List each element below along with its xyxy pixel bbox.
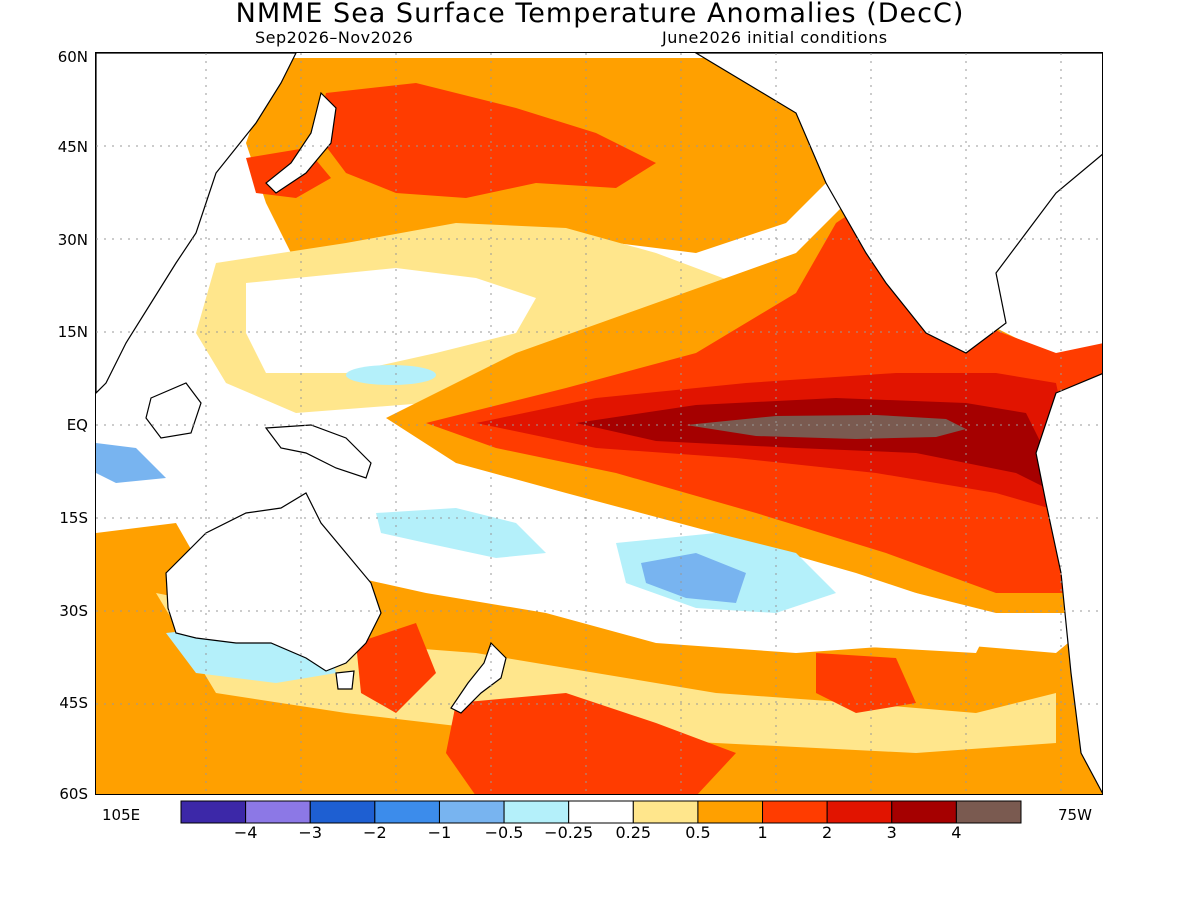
lat-label-15n: 15N	[57, 323, 88, 341]
south-pacific-cool-core	[641, 553, 746, 603]
north-america-landmass	[694, 53, 1102, 354]
north-pacific-hot-zone	[316, 83, 656, 198]
colorbar-tick-label: −0.5	[484, 823, 524, 842]
indian-ocean-cool-patch	[96, 443, 166, 483]
colorbar-tick-label: −0.25	[544, 823, 594, 842]
colorbar-swatch	[891, 800, 957, 824]
colorbar-swatch	[762, 800, 828, 824]
colorbar-swatch	[955, 800, 1022, 824]
colorbar-swatch	[568, 800, 634, 824]
colorbar-swatch	[374, 800, 440, 824]
colorbar-swatch	[180, 800, 247, 824]
colorbar-swatch	[503, 800, 570, 824]
southern-ocean-light-warm-zone	[156, 593, 1056, 753]
colorbar-swatch	[245, 800, 311, 824]
colorbar-tick-label: −4	[233, 823, 258, 842]
colorbar-swatch	[309, 800, 376, 824]
asia-landmass	[96, 53, 297, 394]
lat-label-45s: 45S	[59, 694, 88, 712]
nino-extreme-core	[686, 415, 966, 439]
colorbar-tick-label: 0.5	[685, 823, 711, 842]
colorbar-tick-label: −1	[427, 823, 452, 842]
south-pacific-cool-patch-1	[376, 508, 546, 558]
forecast-period: Sep2026–Nov2026	[255, 28, 414, 47]
colorbar-tick-label: 3	[886, 823, 897, 842]
southeast-pacific-hot-zone	[816, 653, 916, 713]
colorbar-swatch	[697, 800, 764, 824]
lat-label-60s: 60S	[59, 785, 88, 803]
lat-label-30s: 30S	[59, 602, 88, 620]
map-canvas	[96, 53, 1102, 794]
japan-landmass	[265, 91, 337, 194]
south-america-landmass	[1035, 373, 1102, 794]
colorbar-tick-label: −3	[298, 823, 323, 842]
colorbar-swatch	[438, 800, 505, 824]
colorbar-tick-label: 4	[951, 823, 962, 842]
graticule	[96, 53, 1102, 794]
colorbar-swatch	[632, 800, 699, 824]
lat-label-eq: EQ	[66, 416, 88, 434]
colorbar-tick-label: 0.25	[615, 823, 652, 842]
lon-label-75w: 75W	[1058, 806, 1092, 824]
lat-label-15s: 15S	[59, 509, 88, 527]
western-pacific-cool-patch	[346, 365, 436, 385]
australia-landmass	[165, 492, 382, 672]
lat-label-45n: 45N	[57, 138, 88, 156]
colorbar-tick-label: 1	[757, 823, 768, 842]
colorbar-tick-label: 2	[822, 823, 833, 842]
colorbar	[180, 800, 1022, 824]
borneo-landmass	[145, 382, 202, 439]
lon-label-105e: 105E	[102, 806, 141, 824]
lat-label-30n: 30N	[57, 231, 88, 249]
tasman-hot-zone	[356, 623, 436, 713]
lat-label-60n: 60N	[57, 48, 88, 66]
tasmania-landmass	[335, 670, 355, 690]
new-zealand-landmass	[450, 641, 507, 714]
sst-anomaly-map	[95, 52, 1103, 795]
initial-conditions: June2026 initial conditions	[662, 28, 888, 47]
map-title: NMME Sea Surface Temperature Anomalies (…	[235, 0, 965, 29]
west-pacific-neutral-zone	[246, 268, 536, 373]
south-pacific-hot-zone	[446, 693, 736, 794]
colorbar-swatch	[826, 800, 893, 824]
colorbar-tick-label: −2	[363, 823, 387, 842]
new-guinea-landmass	[264, 424, 372, 479]
